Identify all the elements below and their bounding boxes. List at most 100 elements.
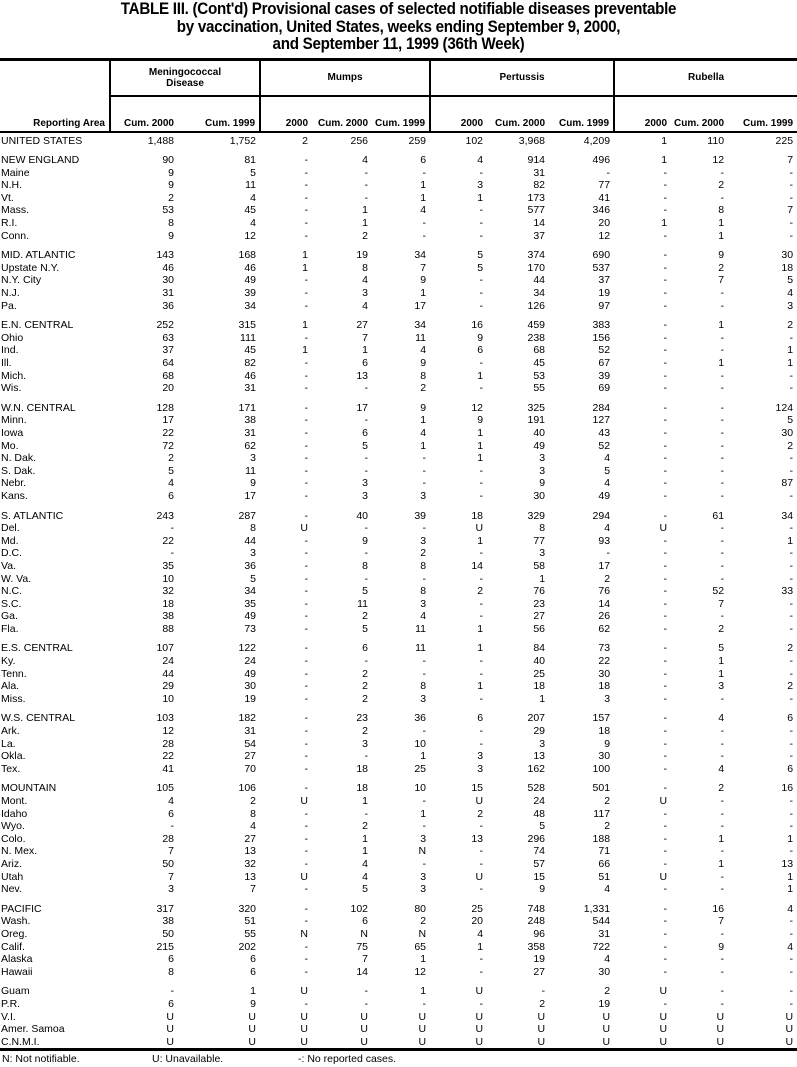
value-cell: 66 <box>598 857 611 870</box>
value-cell: - <box>789 331 794 344</box>
column-header: Cum. 1999 <box>372 95 431 133</box>
value-cell: 12 <box>162 725 174 738</box>
reporting-area-cell: Ariz. <box>1 857 22 870</box>
value-cell: - <box>364 382 369 395</box>
value-cell: 2 <box>477 807 484 820</box>
value-cell: 16 <box>712 902 725 915</box>
value-cell: 3 <box>420 692 427 705</box>
table-row: NEW ENGLAND 90 81 - 4 6 4 914 496 1 12 7 <box>0 147 797 167</box>
value-cell: 7 <box>787 154 794 167</box>
value-cell: - <box>364 985 369 998</box>
table-row: Alaska 6 6 - 7 1 - 19 4 - - - <box>0 953 797 966</box>
value-cell: 34 <box>414 249 427 262</box>
value-cell: 11 <box>245 464 257 477</box>
value-cell: 3 <box>362 737 369 750</box>
value-cell: - <box>789 489 794 502</box>
value-cell: - <box>304 915 309 928</box>
value-cell: 3 <box>420 832 427 845</box>
group-header-pertussis: Pertussis <box>429 57 615 97</box>
table-row: UNITED STATES 1,488 1,752 2 256 259 102 3,968 4,… <box>0 132 797 148</box>
value-cell: 15 <box>533 870 546 883</box>
value-cell: 9 <box>168 166 174 179</box>
table-row: Colo. 28 27-1 3 13 296 188-1 1 <box>0 833 797 846</box>
value-cell: 106 <box>238 782 257 795</box>
value-cell: 34 <box>533 287 546 300</box>
value-cell: N <box>360 927 369 940</box>
value-cell: U <box>549 1035 615 1052</box>
value-cell: 45 <box>533 357 546 369</box>
value-cell: 4 <box>362 857 369 870</box>
reporting-area-cell: MID. ATLANTIC <box>1 249 76 262</box>
value-cell: - <box>663 820 668 833</box>
value-cell: U <box>602 1010 611 1023</box>
value-cell: 16 <box>781 782 794 795</box>
value-cell: - <box>663 534 668 547</box>
value-cell: 6 <box>168 953 174 966</box>
value-cell: U <box>300 1010 309 1023</box>
reporting-area-cell: Wyo. <box>1 820 25 833</box>
column-header: 2000 <box>613 95 672 133</box>
value-cell: 1 <box>477 369 484 382</box>
table-row: Mont. 4 2 U 1 - U 24 2 U - - <box>0 795 797 808</box>
reporting-area-cell: Hawaii <box>1 965 33 978</box>
value-cell: 1 <box>250 985 257 998</box>
reporting-area-cell: N. Dak. <box>1 452 37 465</box>
value-cell: 62 <box>244 439 257 452</box>
value-cell: - <box>720 401 725 414</box>
value-cell: U <box>659 795 668 807</box>
value-cell: - <box>663 857 668 870</box>
value-cell: 48 <box>533 807 546 820</box>
value-cell: 44 <box>533 274 546 287</box>
value-cell: - <box>663 572 668 585</box>
value-cell: - <box>479 725 484 738</box>
value-cell: 3 <box>604 692 611 705</box>
value-cell: - <box>720 610 725 623</box>
value-cell: 41 <box>162 762 174 775</box>
value-cell: 4 <box>362 274 369 287</box>
value-cell: 33 <box>781 585 794 598</box>
value-cell: - <box>663 883 668 896</box>
reporting-area-cell: S. Dak. <box>1 464 36 477</box>
value-cell: 1 <box>477 642 484 655</box>
value-cell: - <box>720 572 725 585</box>
value-cell: 13 <box>533 750 546 763</box>
value-cell: 7 <box>718 274 725 287</box>
value-cell: - <box>720 547 725 560</box>
table-row: Wash. 38 51 - 6 2 20 248 544 - 7 - <box>0 915 797 928</box>
value-cell: - <box>789 795 794 807</box>
value-cell: - <box>663 179 668 192</box>
value-cell: 39 <box>244 287 257 300</box>
value-cell: 748 <box>527 902 546 915</box>
value-cell: - <box>789 997 794 1010</box>
table-row: Ga. 38 49 - 2 4 - 27 26 - - - <box>0 610 797 623</box>
value-cell: 53 <box>162 204 174 217</box>
value-cell: - <box>422 477 427 490</box>
value-cell: 80 <box>414 902 427 915</box>
reporting-area-cell: W.S. CENTRAL <box>1 712 76 725</box>
reporting-area-cell: Ky. <box>1 655 16 668</box>
value-cell: - <box>789 547 794 560</box>
value-cell: 6 <box>168 807 174 820</box>
reporting-area-cell: Ohio <box>1 331 24 344</box>
table-row: D.C. - 3 - - 2 - 3 - - - - <box>0 547 797 560</box>
table-row: Okla. 22 27- -1 3 13 30- - - <box>0 750 797 763</box>
value-cell: - <box>479 610 484 623</box>
value-cell: - <box>479 204 484 217</box>
value-cell: 31 <box>244 382 257 395</box>
value-cell: 2 <box>362 820 369 833</box>
value-cell: - <box>479 883 484 896</box>
value-cell: - <box>720 426 725 439</box>
value-cell: U <box>475 985 484 998</box>
value-cell: 9 <box>250 477 257 490</box>
value-cell: - <box>479 382 484 395</box>
value-cell: 202 <box>238 940 257 953</box>
value-cell: 55 <box>244 927 257 940</box>
value-cell: - <box>479 287 484 300</box>
value-cell: 2 <box>787 642 794 655</box>
value-cell: 7 <box>362 331 369 344</box>
value-cell: - <box>663 622 668 635</box>
value-cell: 5 <box>250 572 257 585</box>
reporting-area-cell: PACIFIC <box>1 902 42 915</box>
value-cell: 346 <box>592 204 611 217</box>
value-cell: 52 <box>598 344 611 357</box>
